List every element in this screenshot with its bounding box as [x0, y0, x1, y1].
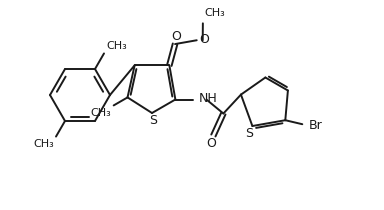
Text: CH₃: CH₃ [90, 108, 111, 118]
Text: S: S [149, 114, 157, 127]
Text: S: S [245, 126, 253, 139]
Text: CH₃: CH₃ [106, 41, 127, 51]
Text: CH₃: CH₃ [205, 8, 226, 18]
Text: Br: Br [308, 119, 322, 132]
Text: O: O [200, 33, 210, 46]
Text: O: O [207, 137, 216, 150]
Text: CH₃: CH₃ [33, 139, 54, 148]
Text: NH: NH [199, 92, 217, 105]
Text: O: O [171, 30, 181, 43]
